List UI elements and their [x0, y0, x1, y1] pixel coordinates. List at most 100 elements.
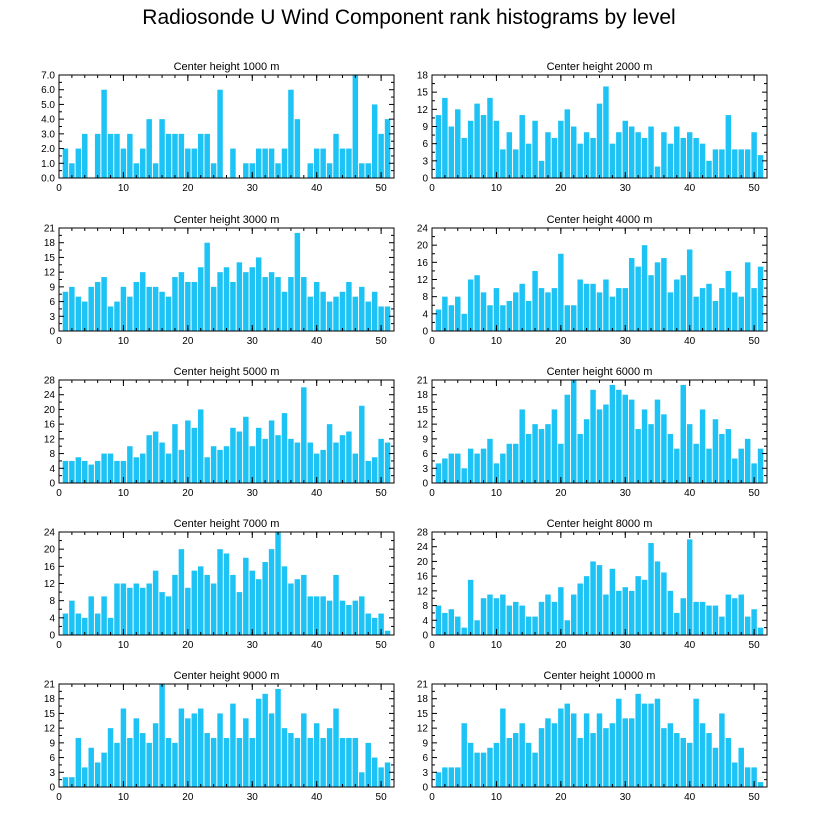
histogram-bar — [551, 409, 558, 483]
histogram-bar — [725, 115, 732, 178]
histogram-bar — [654, 561, 661, 635]
histogram-bar — [197, 566, 204, 635]
y-tick-label: 0 — [422, 631, 428, 642]
histogram-bar — [674, 733, 680, 787]
histogram-bar — [583, 713, 590, 787]
x-tick-label: 10 — [491, 792, 503, 803]
histogram-bar — [294, 119, 301, 178]
histogram-bar — [564, 703, 571, 787]
x-tick-label: 10 — [491, 336, 503, 347]
histogram-bar — [88, 596, 94, 635]
histogram-bar — [307, 163, 313, 178]
histogram-bar — [294, 442, 301, 483]
histogram-bar — [69, 163, 75, 178]
histogram-bar — [114, 742, 120, 787]
histogram-bar — [532, 616, 538, 635]
histogram-bar — [487, 97, 493, 178]
histogram-bar — [371, 757, 378, 787]
y-tick-label: 7.0 — [41, 71, 55, 82]
histogram-bar — [493, 288, 500, 331]
histogram-bar — [603, 728, 609, 787]
histogram-bar — [744, 767, 751, 787]
histogram-bar — [693, 698, 699, 787]
histogram-bar — [570, 594, 577, 635]
histogram-bar — [661, 258, 667, 331]
x-tick-label: 50 — [376, 640, 388, 651]
panel-9: Center height 9000 m 0 3 6 9 12 15 18 21 0 10 20 30 4… — [44, 670, 395, 803]
histogram-bar — [442, 97, 448, 178]
histogram-bar — [371, 617, 378, 635]
histogram-bar — [365, 460, 371, 483]
histogram-bar — [275, 163, 281, 178]
x-tick-label: 50 — [376, 792, 388, 803]
histogram-bar — [635, 266, 641, 331]
histogram-bar — [719, 149, 725, 178]
histogram-bar — [359, 772, 365, 787]
histogram-bar — [127, 737, 133, 787]
histogram-bar — [371, 104, 378, 178]
panel-title: Center height 1000 m — [174, 61, 280, 73]
histogram-bar — [75, 457, 82, 483]
histogram-bar — [674, 279, 680, 331]
histogram-bar — [719, 433, 725, 483]
histogram-bar — [288, 277, 294, 331]
histogram-bar — [262, 438, 268, 483]
panel-title: Center height 4000 m — [547, 214, 653, 226]
histogram-bar — [107, 728, 114, 787]
histogram-bar — [719, 713, 725, 787]
histogram-bar — [474, 752, 480, 787]
histogram-bar — [474, 275, 480, 331]
histogram-bar — [127, 446, 133, 483]
x-tick-label: 40 — [311, 336, 323, 347]
histogram-bar — [551, 137, 558, 178]
histogram-bar — [210, 446, 217, 483]
y-tick-label: 8 — [422, 292, 428, 303]
histogram-bar — [346, 281, 352, 331]
histogram-bar — [249, 446, 256, 483]
histogram-bar — [712, 605, 719, 635]
histogram-bar — [551, 601, 558, 635]
histogram-bar — [146, 583, 152, 635]
x-tick-label: 20 — [182, 792, 194, 803]
histogram-bar — [622, 394, 629, 483]
histogram-bar — [667, 292, 674, 331]
histogram-bar — [538, 728, 545, 787]
histogram-bar — [596, 409, 603, 483]
histogram-bar — [583, 132, 590, 178]
histogram-bar — [165, 737, 172, 787]
histogram-bar — [275, 435, 281, 483]
histogram-bar — [146, 119, 152, 178]
histogram-bar — [275, 532, 281, 635]
x-tick-label: 20 — [555, 336, 567, 347]
histogram-bar — [255, 257, 262, 331]
histogram-bar — [268, 148, 275, 178]
histogram-bar — [699, 143, 706, 178]
histogram-bar — [500, 305, 506, 331]
histogram-bar — [719, 616, 725, 635]
histogram-bar — [159, 442, 165, 483]
histogram-bar — [133, 583, 140, 635]
histogram-bar — [133, 163, 140, 178]
histogram-bar — [706, 448, 712, 483]
histogram-bar — [94, 613, 101, 635]
x-tick-label: 40 — [311, 183, 323, 194]
y-tick-label: 0 — [49, 479, 55, 490]
x-tick-label: 50 — [749, 183, 761, 194]
histogram-bar — [210, 737, 217, 787]
histogram-bar — [101, 453, 107, 483]
panel-title: Center height 10000 m — [544, 670, 656, 682]
histogram-bar — [448, 126, 455, 178]
histogram-bar — [101, 277, 107, 331]
panel-title: Center height 5000 m — [174, 366, 280, 378]
histogram-bar — [577, 279, 583, 331]
histogram-bar — [146, 435, 152, 483]
histogram-bar — [732, 762, 738, 787]
histogram-bar — [172, 133, 178, 178]
histogram-bar — [346, 604, 352, 635]
histogram-bar — [467, 742, 474, 787]
histogram-bar — [288, 583, 294, 635]
histogram-bar — [268, 713, 275, 787]
histogram-bar — [101, 752, 107, 787]
histogram-bar — [725, 737, 732, 787]
histogram-bar — [152, 723, 159, 787]
